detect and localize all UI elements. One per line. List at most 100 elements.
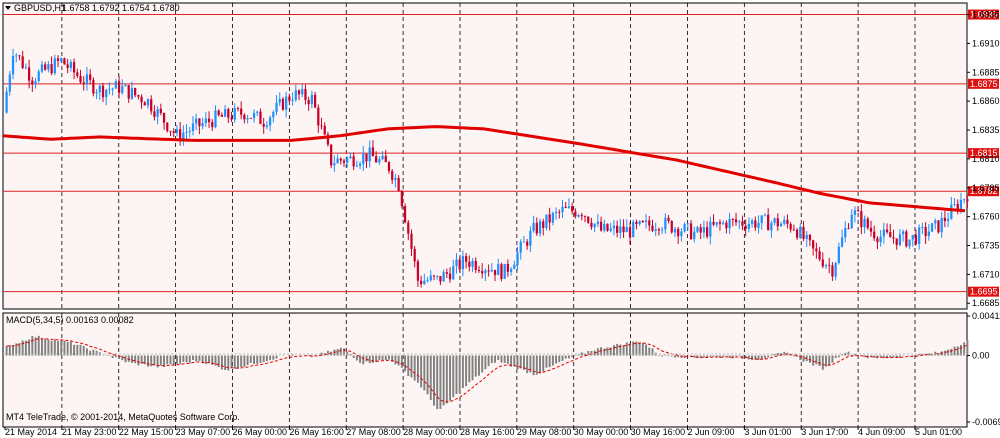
price-tag-label: 1.6782: [970, 186, 998, 196]
candle-body: [795, 229, 799, 238]
candle-body: [882, 229, 885, 237]
candle-body: [779, 223, 783, 227]
moving-average-line: [2, 125, 966, 213]
candle-body: [310, 94, 313, 105]
candle-body: [747, 223, 751, 229]
candle-body: [5, 91, 8, 113]
candle-body: [709, 221, 712, 237]
candle-body: [117, 81, 121, 93]
candle-body: [590, 222, 593, 228]
candle-body: [53, 58, 56, 74]
candle-body: [696, 227, 699, 232]
candle-body: [808, 234, 812, 241]
candle-body: [220, 114, 224, 117]
candle-body: [526, 241, 529, 246]
candle-body: [757, 222, 760, 228]
candle-body: [217, 110, 220, 115]
macd-panel[interactable]: [2, 312, 968, 428]
candle-body: [330, 144, 333, 166]
price-tag-label: 1.6935: [970, 10, 998, 20]
x-tick-label: 26 May 16:00: [289, 427, 344, 437]
candle-body: [744, 225, 747, 229]
candle-body: [551, 213, 554, 223]
candle-body: [40, 64, 44, 72]
candle-body: [641, 221, 644, 223]
main-header-symbol: GBPUSD,H1: [14, 3, 66, 13]
candle-body: [243, 114, 246, 120]
x-tick-label: 29 May 08:00: [517, 427, 572, 437]
candle-body: [574, 211, 577, 217]
candle-body: [179, 129, 182, 141]
price-tag: [968, 286, 999, 297]
candle-body: [866, 218, 869, 228]
candle-body: [60, 58, 63, 61]
candle-body: [27, 67, 31, 81]
y-tick-label: 1.6885: [972, 67, 1000, 77]
x-tick-label: 21 May 2014: [5, 427, 57, 437]
candle-body: [959, 199, 963, 211]
candle-body: [153, 111, 156, 117]
candle-body: [837, 246, 840, 264]
candle-body: [69, 62, 72, 68]
candle-body: [24, 67, 28, 69]
candle-body: [850, 214, 853, 229]
candle-body: [628, 227, 632, 238]
price-panel[interactable]: [2, 2, 968, 310]
candle-body: [638, 221, 641, 225]
candle-body: [352, 156, 355, 167]
candle-body: [484, 270, 487, 274]
candle-body: [500, 264, 503, 279]
candle-body: [464, 256, 468, 262]
candle-body: [358, 163, 362, 166]
candle-body: [651, 225, 654, 231]
triangle-down-icon[interactable]: [5, 6, 11, 10]
candle-body: [786, 219, 789, 225]
candle-body: [98, 85, 101, 93]
candle-body: [336, 158, 339, 164]
candle-body: [834, 263, 837, 277]
candle-body: [481, 270, 484, 274]
copyright-text: MT4 TeleTrade, © 2001-2014, MetaQuotes S…: [6, 412, 240, 422]
candle-body: [953, 203, 956, 205]
candle-body: [455, 259, 458, 266]
y-tick-label: 1.6810: [972, 154, 1000, 164]
y-tick-label: 1.6910: [972, 38, 1000, 48]
candle-body: [966, 199, 969, 202]
candle-body: [375, 156, 378, 163]
y-tick-label: -0.00692: [972, 417, 1000, 427]
candle-body: [812, 240, 815, 249]
horizontal-lines[interactable]: 1.6935 1.6875 1.6815 1.6782 1.6695: [3, 9, 999, 297]
candle-body: [715, 222, 718, 225]
candle-body: [461, 256, 465, 270]
candle-body: [439, 275, 442, 282]
candle-body: [885, 229, 889, 233]
y-tick-label: 1.6760: [972, 212, 1000, 222]
candle-body: [63, 58, 66, 65]
candle-body: [259, 111, 262, 124]
candle-body: [522, 241, 526, 243]
candle-body: [616, 225, 619, 233]
candle-body: [818, 251, 821, 260]
candle-body: [214, 110, 217, 128]
candle-body: [558, 211, 561, 213]
candle-body: [783, 219, 786, 224]
candle-body: [930, 223, 934, 232]
candle-body: [927, 231, 930, 237]
candle-body: [204, 118, 207, 123]
candle-body: [661, 229, 664, 231]
macd-axis[interactable]: 0.00411 0.00 -0.00692: [967, 311, 1000, 427]
candle-body: [281, 98, 285, 110]
candle-body: [442, 272, 445, 282]
candle-body: [134, 88, 137, 96]
candle-body: [799, 226, 802, 238]
y-tick-label: 0.00: [972, 350, 990, 360]
candle-body: [554, 211, 558, 214]
time-axis[interactable]: 21 May 2014 21 May 23:00 22 May 15:00 23 Ma…: [4, 427, 962, 437]
price-axis[interactable]: 1.6935 1.6910 1.6885 1.6860 1.6835 1.6810 1.67…: [967, 10, 1000, 309]
candle-body: [223, 109, 227, 117]
candle-body: [728, 219, 731, 229]
candle-body: [207, 118, 211, 123]
candle-body: [680, 231, 683, 237]
